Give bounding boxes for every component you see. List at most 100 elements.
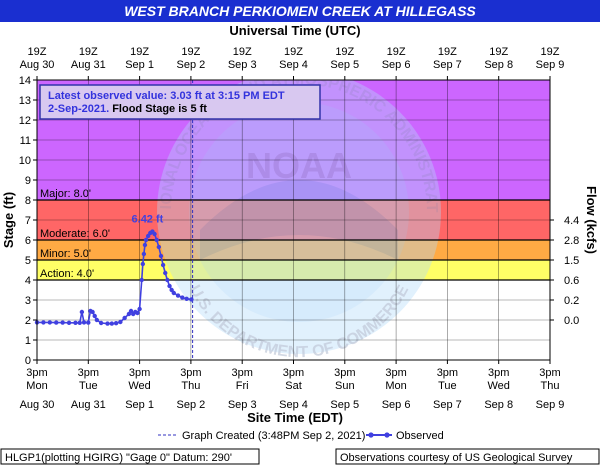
y-tick-label: 12 xyxy=(19,115,31,127)
observed-point xyxy=(175,293,181,298)
observed-point xyxy=(66,320,72,325)
observed-point xyxy=(143,237,149,243)
observed-point xyxy=(118,319,123,325)
x-tick-date: Sep 8 xyxy=(484,399,513,411)
legend-observed-marker xyxy=(384,432,390,438)
x-tick-date: Sep 3 xyxy=(228,399,257,411)
y2-tick-label: 0.0 xyxy=(564,315,579,327)
x-tick-date: Aug 31 xyxy=(71,399,106,411)
top-tick-time: 19Z xyxy=(28,46,47,58)
y-tick-label: 2 xyxy=(25,315,31,327)
y2-tick-label: 2.8 xyxy=(564,235,579,247)
x-tick-date: Sep 6 xyxy=(382,399,411,411)
top-tick-date: Sep 4 xyxy=(279,59,308,71)
y2-axis-title: Flow (kcfs) xyxy=(584,186,599,254)
legend-created-label: Graph Created (3:48PM Sep 2, 2021) xyxy=(182,430,365,442)
observed-point xyxy=(105,321,110,326)
observed-point xyxy=(154,237,159,243)
y-tick-label: 4 xyxy=(25,275,31,287)
observed-point xyxy=(90,309,95,315)
top-tick-time: 19Z xyxy=(541,46,560,58)
observed-point xyxy=(94,317,100,323)
observed-point xyxy=(60,320,65,325)
observed-point xyxy=(171,290,176,296)
x-tick-time: 3pm xyxy=(283,367,304,379)
x-tick-date: Sep 7 xyxy=(433,399,462,411)
observed-point xyxy=(137,306,142,312)
footer-right: Observations courtesy of US Geological S… xyxy=(340,452,573,464)
observed-point xyxy=(79,309,85,315)
top-tick-date: Sep 8 xyxy=(484,59,513,71)
top-tick-time: 19Z xyxy=(79,46,98,58)
legend-observed-marker xyxy=(368,432,374,438)
footer-right-box xyxy=(335,448,600,465)
flood-category-label: Minor: 5.0' xyxy=(40,248,91,260)
x-tick-time: 3pm xyxy=(231,367,252,379)
y2-tick-label: 0.2 xyxy=(564,295,579,307)
observed-point xyxy=(141,251,147,257)
observed-point xyxy=(77,320,82,325)
top-axis-title: Universal Time (UTC) xyxy=(229,23,360,38)
x-tick-date: Sep 2 xyxy=(177,399,206,411)
observed-point xyxy=(122,315,127,321)
y2-tick-label: 4.4 xyxy=(564,215,579,227)
x-tick-day: Fri xyxy=(236,380,249,392)
legend: Graph Created (3:48PM Sep 2, 2021) Obser… xyxy=(158,430,444,442)
y-tick-label: 0 xyxy=(25,355,31,367)
observed-series xyxy=(34,229,194,326)
top-tick-date: Sep 2 xyxy=(177,59,206,71)
y-tick-label: 8 xyxy=(25,195,31,207)
x-tick-date: Sep 9 xyxy=(536,399,565,411)
noaa-watermark-label: NOAA xyxy=(246,145,352,186)
x-tick-date: Sep 4 xyxy=(279,399,308,411)
observed-point xyxy=(86,320,91,325)
x-tick-time: 3pm xyxy=(539,367,560,379)
observed-point xyxy=(163,270,168,276)
flood-category-label: Action: 4.0' xyxy=(40,268,94,280)
x-tick-day: Tue xyxy=(438,380,457,392)
y-tick-label: 10 xyxy=(19,155,31,167)
plot-grid xyxy=(37,80,550,360)
observed-point xyxy=(47,320,53,325)
x-tick-time: 3pm xyxy=(78,367,99,379)
observed-point xyxy=(160,262,166,268)
x-tick-day: Wed xyxy=(487,380,509,392)
y-tick-label: 7 xyxy=(25,215,31,227)
x-tick-time: 3pm xyxy=(437,367,458,379)
top-tick-time: 19Z xyxy=(438,46,457,58)
peak-label: 6.42 ft xyxy=(132,214,164,226)
top-tick-date: Sep 3 xyxy=(228,59,257,71)
observed-point xyxy=(92,313,97,319)
x-tick-time: 3pm xyxy=(129,367,150,379)
x-tick-time: 3pm xyxy=(26,367,47,379)
y-tick-label: 5 xyxy=(25,255,31,267)
x-tick-day: Mon xyxy=(26,380,47,392)
x-tick-time: 3pm xyxy=(334,367,355,379)
chart-title: WEST BRANCH PERKIOMEN CREEK AT HILLEGASS xyxy=(124,3,476,19)
legend-observed-label: Observed xyxy=(396,430,444,442)
flow-axis-ticks: 4.4 2.8 1.5 0.6 0.2 0.0 xyxy=(550,215,579,327)
observed-point xyxy=(158,253,164,259)
flood-category-labels: Major: 8.0' Moderate: 6.0' Minor: 5.0' Acti… xyxy=(40,188,110,280)
top-tick-date: Sep 6 xyxy=(382,59,411,71)
top-tick-time: 19Z xyxy=(489,46,508,58)
footer-left-box xyxy=(0,448,260,465)
observed-point xyxy=(165,277,170,283)
observed-point xyxy=(54,320,59,325)
x-axis-title: Site Time (EDT) xyxy=(247,410,343,425)
observed-point xyxy=(180,295,185,300)
x-tick-time: 3pm xyxy=(180,367,201,379)
top-tick-time: 19Z xyxy=(130,46,149,58)
flood-category-label: Major: 8.0' xyxy=(40,188,91,200)
x-tick-day: Sat xyxy=(285,380,302,392)
top-tick-time: 19Z xyxy=(284,46,303,58)
y-axis-title: Stage (ft) xyxy=(1,192,16,248)
y-tick-label: 9 xyxy=(25,175,31,187)
y-tick-label: 13 xyxy=(19,95,31,107)
flood-category-label: Moderate: 6.0' xyxy=(40,228,110,240)
top-tick-time: 19Z xyxy=(387,46,406,58)
top-tick-date: Sep 1 xyxy=(125,59,154,71)
x-tick-day: Wed xyxy=(128,380,150,392)
